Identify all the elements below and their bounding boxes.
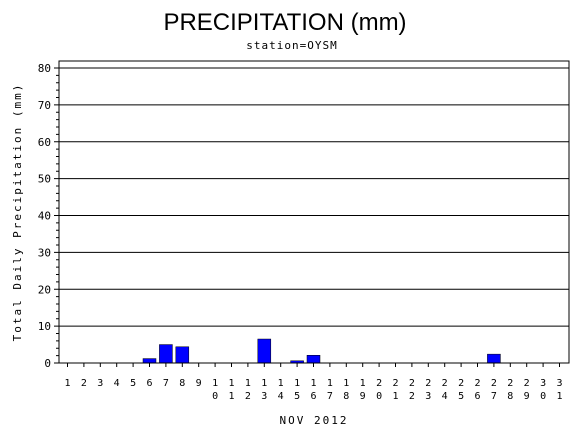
y-tick-label: 0 — [44, 357, 51, 370]
y-tick-label: 10 — [38, 320, 51, 333]
y-tick-label: 80 — [38, 62, 51, 75]
chart-subtitle: station=OYSM — [246, 39, 337, 52]
bar-day-7 — [159, 344, 173, 364]
x-tick-label: 7 — [163, 378, 169, 389]
y-tick-label: 50 — [38, 173, 51, 186]
x-tick-label: 5 — [130, 378, 136, 389]
x-tick-label: 9 — [196, 378, 202, 389]
x-tick-label: 3 — [97, 378, 103, 389]
bar-day-16 — [306, 355, 321, 364]
bar-day-8 — [175, 346, 190, 364]
x-tick-label: 8 — [179, 378, 185, 389]
y-tick-label: 60 — [38, 136, 51, 149]
x-ticks: 1 2 3 4 5 6 7 8 9 1 01 11 21 31 41 51 61 71 81 92 02 12 22 32 42… — [64, 363, 563, 402]
x-tick-label: 1 — [64, 378, 70, 389]
bar-day-13 — [257, 338, 272, 364]
chart-title: PRECIPITATION (mm) — [163, 9, 406, 36]
x-tick-label: 6 — [146, 378, 152, 389]
bar-day-27 — [487, 353, 501, 364]
y-tick-label: 20 — [38, 283, 51, 296]
x-axis-label: NOV 2012 — [280, 414, 349, 427]
x-tick-label: 4 — [114, 378, 120, 389]
y-axis-label: Total Daily Precipitation (mm) — [11, 83, 24, 342]
x-tick-label: 2 — [81, 378, 87, 389]
bar-day-6 — [142, 358, 157, 364]
gridlines — [59, 67, 569, 327]
bars — [142, 338, 501, 364]
y-ticks: 0 10 20 30 40 50 60 70 80 — [38, 62, 59, 370]
y-tick-label: 40 — [38, 210, 51, 223]
y-tick-label: 30 — [38, 246, 51, 259]
plot-frame — [58, 60, 570, 364]
y-tick-label: 70 — [38, 99, 51, 112]
